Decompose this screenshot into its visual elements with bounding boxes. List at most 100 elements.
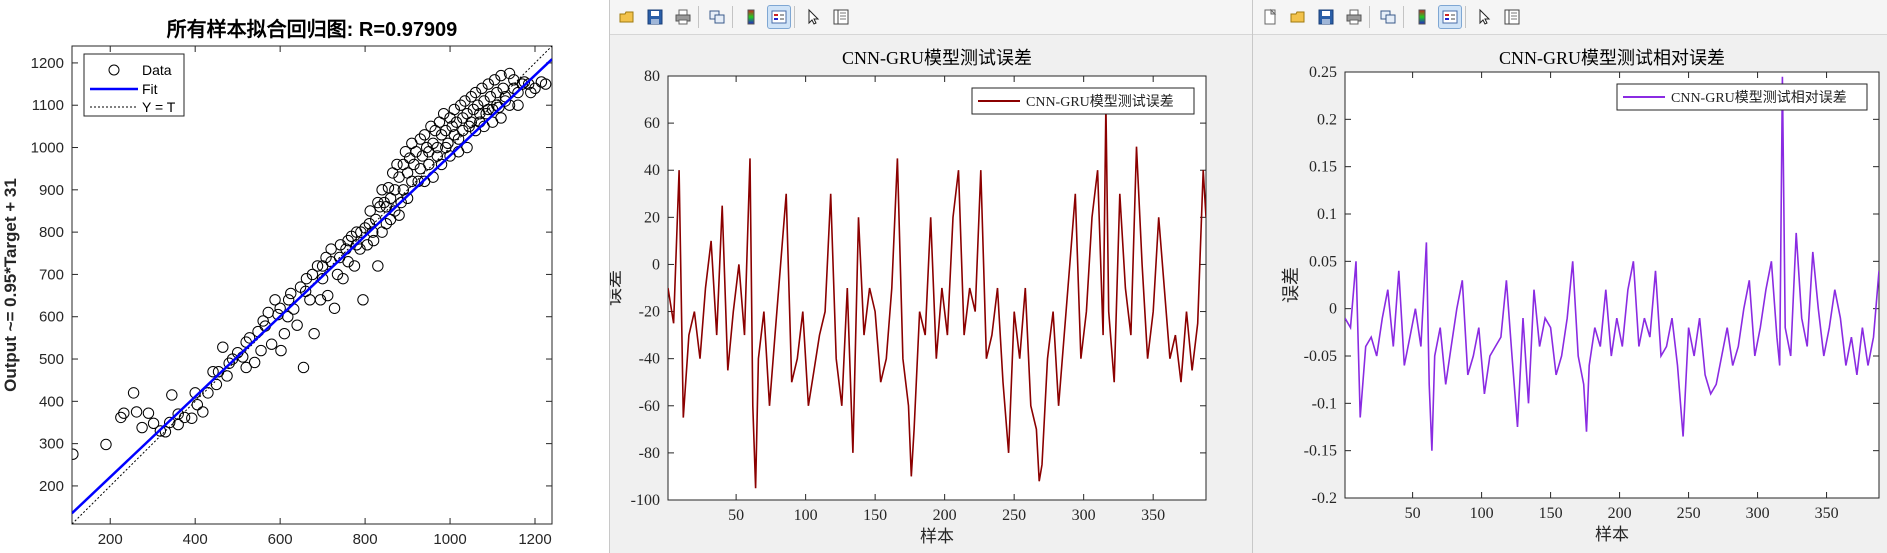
print-icon-glyph bbox=[1346, 9, 1362, 25]
y-tick-label: -100 bbox=[631, 492, 660, 509]
x-tick-label: 300 bbox=[1072, 507, 1096, 524]
legend-icon[interactable] bbox=[767, 5, 791, 29]
pointer-icon[interactable] bbox=[1473, 6, 1495, 28]
data-point bbox=[457, 124, 469, 137]
data-point bbox=[446, 120, 458, 133]
print-icon-glyph bbox=[675, 9, 691, 25]
data-point bbox=[191, 399, 204, 411]
data-point bbox=[476, 82, 488, 95]
y-tick-label: -40 bbox=[639, 351, 660, 368]
y-axis-label: 误差 bbox=[610, 270, 624, 306]
print-icon[interactable] bbox=[1343, 6, 1365, 28]
y-tick-label: 1100 bbox=[32, 97, 64, 114]
y-tick-label: 0.25 bbox=[1309, 64, 1337, 81]
data-point bbox=[163, 416, 176, 429]
legend-entry: CNN-GRU模型测试相对误差 bbox=[1671, 90, 1847, 106]
legend-entry: Y = T bbox=[142, 99, 176, 115]
link-icon[interactable] bbox=[1377, 6, 1399, 28]
data-point bbox=[274, 302, 286, 314]
data-point bbox=[363, 217, 376, 230]
data-point bbox=[306, 268, 319, 281]
data-point bbox=[308, 327, 320, 340]
data-point bbox=[243, 332, 256, 344]
print-icon[interactable] bbox=[672, 6, 694, 28]
data-point bbox=[297, 361, 310, 374]
x-tick-label: 200 bbox=[933, 507, 957, 524]
y-axis-label: 误差 bbox=[1281, 267, 1301, 303]
data-point bbox=[503, 67, 516, 80]
data-point bbox=[450, 116, 463, 128]
y-tick-label: 500 bbox=[39, 351, 64, 368]
x-tick-label: 350 bbox=[1815, 505, 1839, 522]
data-point bbox=[178, 411, 191, 424]
link-icon[interactable] bbox=[706, 6, 728, 28]
new-file-icon[interactable] bbox=[1259, 6, 1281, 28]
data-point bbox=[172, 408, 184, 420]
data-point bbox=[278, 327, 291, 340]
x-tick-label: 50 bbox=[728, 507, 744, 524]
new-file-icon-glyph bbox=[1264, 8, 1277, 25]
open-folder-icon-glyph bbox=[1290, 11, 1305, 23]
data-point bbox=[350, 239, 363, 251]
data-point bbox=[186, 412, 198, 424]
x-tick-label: 50 bbox=[1405, 505, 1421, 522]
y-tick-label: 80 bbox=[644, 68, 660, 85]
figure-toolbar bbox=[1253, 0, 1887, 35]
legend-entry: CNN-GRU模型测试误差 bbox=[1026, 94, 1174, 110]
y-tick-label: 60 bbox=[644, 115, 660, 132]
pointer-icon[interactable] bbox=[802, 6, 824, 28]
data-point bbox=[484, 91, 497, 103]
x-tick-label: 200 bbox=[98, 531, 123, 548]
y-tick-label: 0 bbox=[1329, 301, 1337, 318]
data-point bbox=[459, 95, 471, 107]
data-point bbox=[221, 370, 233, 382]
data-point bbox=[282, 311, 294, 323]
data-point bbox=[448, 103, 461, 116]
x-tick-label: 800 bbox=[353, 531, 378, 548]
data-point bbox=[414, 133, 427, 145]
data-point bbox=[217, 341, 229, 353]
regression-plot: 200 400 600 800 1000 1200 200 300 400 500 600 700 80… bbox=[1, 17, 553, 548]
panel-icon[interactable] bbox=[1501, 6, 1523, 28]
x-tick-label: 300 bbox=[1746, 505, 1770, 522]
data-point bbox=[337, 272, 349, 285]
legend-entry: Fit bbox=[142, 81, 158, 97]
data-point bbox=[248, 356, 261, 369]
data-point bbox=[408, 158, 420, 171]
colorbar-icon[interactable] bbox=[1411, 6, 1433, 28]
y-tick-label: 0.05 bbox=[1309, 253, 1337, 270]
data-point bbox=[354, 243, 366, 255]
data-point bbox=[465, 91, 477, 103]
chart-title: 所有样本拟合回归图: R=0.97909 bbox=[167, 17, 458, 41]
data-point bbox=[376, 184, 388, 196]
y-tick-label: -0.2 bbox=[1312, 490, 1337, 507]
toolbar-separator bbox=[732, 6, 733, 28]
save-icon[interactable] bbox=[644, 6, 666, 28]
data-point bbox=[147, 417, 160, 430]
data-point bbox=[440, 141, 452, 154]
data-point bbox=[467, 103, 480, 116]
data-point bbox=[367, 234, 380, 247]
legend-icon-glyph bbox=[771, 10, 787, 24]
data-point bbox=[299, 285, 312, 298]
data-point bbox=[255, 344, 267, 357]
panel-icon[interactable] bbox=[830, 6, 852, 28]
y-tick-label: 0.2 bbox=[1317, 111, 1337, 128]
open-folder-icon[interactable] bbox=[1287, 6, 1309, 28]
save-icon[interactable] bbox=[1315, 6, 1337, 28]
chart-title: CNN-GRU模型测试相对误差 bbox=[1499, 48, 1725, 68]
open-folder-icon[interactable] bbox=[616, 6, 638, 28]
data-point bbox=[127, 387, 140, 399]
y-tick-label: -80 bbox=[639, 445, 660, 462]
x-tick-label: 400 bbox=[183, 531, 208, 548]
toolbar-separator bbox=[1369, 6, 1370, 28]
colorbar-icon[interactable] bbox=[740, 6, 762, 28]
toolbar-separator bbox=[1403, 6, 1404, 28]
x-axis-label: 样本 bbox=[1595, 525, 1629, 544]
data-point bbox=[275, 344, 287, 357]
data-point bbox=[282, 294, 295, 306]
data-point bbox=[207, 366, 219, 378]
data-point bbox=[322, 289, 334, 302]
plot-content bbox=[72, 46, 552, 524]
legend-icon[interactable] bbox=[1438, 5, 1462, 29]
